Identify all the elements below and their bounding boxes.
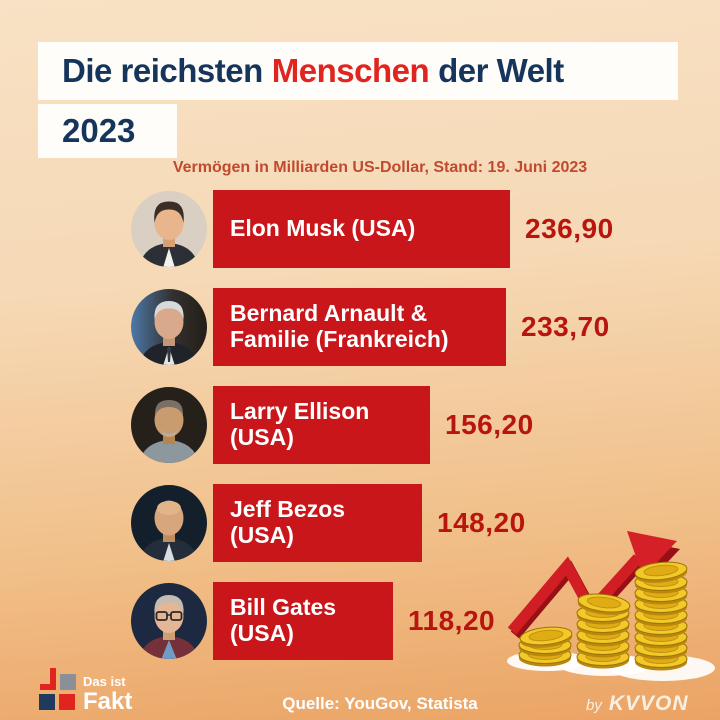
title-highlight: Menschen (271, 52, 430, 89)
bar-label: Bill Gates (230, 594, 337, 621)
table-row: Elon Musk (USA) 236,90 (130, 190, 614, 268)
bar-chart: Elon Musk (USA) 236,90 (130, 190, 614, 680)
bar-label: Elon Musk (USA) (230, 215, 416, 242)
bar-value: 233,70 (521, 311, 610, 342)
author-credit: by KVVON (586, 692, 689, 716)
bar-bernard-arnault: Bernard Arnault & Familie (Frankreich) (213, 288, 506, 366)
bar-label-line2: (USA) (230, 620, 294, 646)
table-row: Larry Ellison (USA) 156,20 (130, 386, 614, 464)
page-title: Die reichsten Menschen der Welt (38, 42, 678, 100)
title-year: 2023 (62, 112, 136, 149)
bar-value: 236,90 (525, 213, 614, 244)
bar-elon-musk: Elon Musk (USA) (213, 190, 510, 268)
page-title-year: 2023 (38, 104, 177, 158)
bar-bill-gates: Bill Gates (USA) (213, 582, 393, 660)
coin-stack-tall (633, 559, 689, 671)
bar-value: 118,20 (408, 605, 496, 636)
coin-stacks-illustration (505, 515, 715, 687)
elon-musk-photo (130, 190, 208, 268)
jeff-bezos-photo (130, 484, 208, 562)
coin-stack-medium (576, 590, 632, 669)
title-part2: der Welt (438, 52, 564, 89)
title-part1: Die reichsten (62, 52, 263, 89)
bar-label: Bernard Arnault & (230, 300, 428, 327)
source-credit: Quelle: YouGov, Statista (282, 694, 478, 713)
larry-ellison-photo (130, 386, 208, 464)
bar-larry-ellison: Larry Ellison (USA) (213, 386, 430, 464)
bar-label: Jeff Bezos (230, 496, 346, 523)
bar-label-line2: Familie (Frankreich) (230, 326, 449, 352)
table-row: Jeff Bezos (USA) 148,20 (130, 484, 614, 562)
coin-stack-small (518, 624, 574, 667)
bar-label: Larry Ellison (230, 398, 370, 425)
brand-line2: Fakt (83, 688, 133, 715)
bill-gates-photo (130, 582, 208, 660)
bar-jeff-bezos: Jeff Bezos (USA) (213, 484, 422, 562)
brand-line1: Das ist (83, 674, 126, 689)
credit-prefix: by (586, 697, 602, 714)
bernard-arnault-photo (130, 288, 208, 366)
table-row: Bill Gates (USA) 118,20 (130, 582, 614, 660)
bar-label-line2: (USA) (230, 424, 294, 450)
bar-value: 156,20 (445, 409, 534, 440)
credit-name: KVVON (608, 692, 689, 715)
brand-mark-icon (39, 668, 76, 710)
bar-label-line2: (USA) (230, 522, 294, 548)
das-ist-fakt-logo: Das ist Fakt (36, 666, 132, 714)
table-row: Bernard Arnault & Familie (Frankreich) 2… (130, 288, 614, 366)
bar-value: 148,20 (437, 507, 526, 538)
chart-subtitle: Vermögen in Milliarden US-Dollar, Stand:… (172, 159, 588, 176)
